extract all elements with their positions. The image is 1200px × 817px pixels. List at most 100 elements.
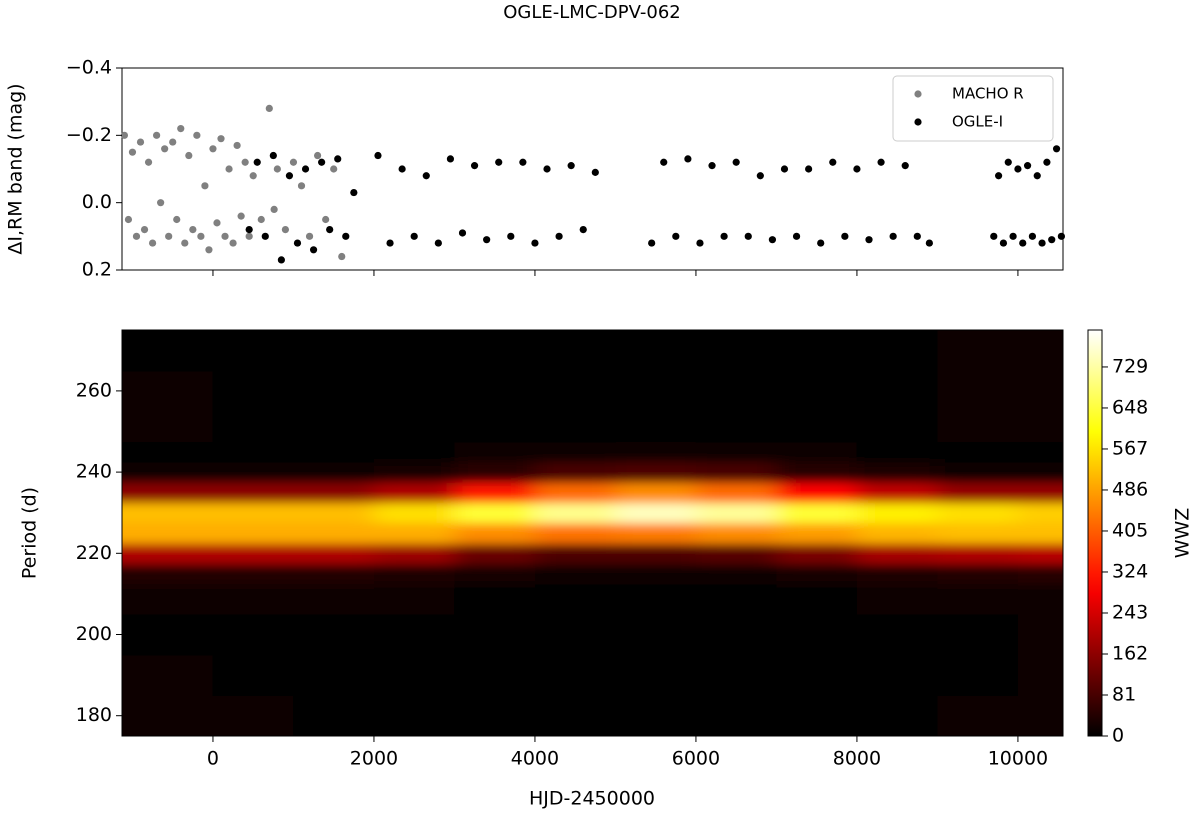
heatmap-cell <box>293 461 375 483</box>
data-point <box>817 239 825 247</box>
data-point <box>261 232 269 240</box>
y-tick-label: 220 <box>76 542 112 564</box>
heatmap-cell <box>615 563 697 585</box>
data-point <box>531 239 539 247</box>
heatmap-cell <box>776 654 858 696</box>
data-point <box>157 199 165 207</box>
data-point <box>434 239 442 247</box>
heatmap-cell <box>1017 543 1063 564</box>
heatmap-cell <box>615 370 697 412</box>
heatmap-cell <box>122 522 214 544</box>
data-point <box>567 162 575 170</box>
colorbar-tick-label: 405 <box>1112 519 1148 541</box>
x-tick-label: 4000 <box>511 748 559 770</box>
heatmap-cell <box>615 411 697 443</box>
heatmap-cell <box>695 695 777 736</box>
heatmap-cell <box>293 482 375 504</box>
heatmap-cell <box>212 543 294 564</box>
heatmap-cell <box>615 583 697 615</box>
data-point <box>999 239 1008 247</box>
data-point <box>128 148 137 156</box>
heatmap-cell <box>695 563 777 585</box>
heatmap-cell <box>856 482 938 504</box>
heatmap-cell <box>937 583 1019 615</box>
data-point <box>197 232 205 240</box>
data-point <box>841 232 849 240</box>
heatmap-cell <box>856 461 938 483</box>
heatmap-cell <box>122 614 214 656</box>
heatmap-cell <box>615 461 697 483</box>
heatmap-cell <box>695 461 777 483</box>
heatmap-cell <box>695 522 777 544</box>
heatmap-cell <box>212 522 294 544</box>
heatmap-cell <box>373 543 455 564</box>
data-point <box>1019 239 1027 247</box>
data-point <box>410 232 418 240</box>
heatmap-cell <box>1017 654 1063 696</box>
heatmap-cell <box>1017 583 1063 615</box>
heatmap-cell <box>122 563 214 585</box>
data-point <box>330 165 338 173</box>
data-point <box>805 165 813 173</box>
data-point <box>293 239 302 247</box>
data-point <box>189 226 197 234</box>
data-point <box>213 219 221 227</box>
heatmap-cell <box>373 583 455 615</box>
heatmap-cell <box>856 654 938 696</box>
data-point <box>995 172 1003 180</box>
heatmap-cell <box>534 695 616 736</box>
data-point <box>338 252 346 261</box>
heatmap-cell <box>454 461 536 483</box>
heatmap-cell <box>122 502 214 524</box>
heatmap-cell <box>1017 502 1063 524</box>
heatmap-cell <box>122 583 214 615</box>
heatmap-cell <box>856 583 938 615</box>
data-point <box>672 232 680 240</box>
data-point <box>144 158 153 166</box>
plot-frame <box>121 67 1064 271</box>
heatmap-cell <box>373 482 455 504</box>
y-tick-label: 260 <box>76 379 112 401</box>
data-point <box>277 256 285 264</box>
heatmap-cell <box>212 583 294 615</box>
heatmap-cell <box>615 695 697 736</box>
heatmap-area <box>122 330 1063 736</box>
y-tick-label: 240 <box>76 461 112 483</box>
data-point <box>153 131 161 139</box>
heatmap-cell <box>695 543 777 564</box>
data-point <box>446 155 455 163</box>
heatmap-cell <box>534 583 616 615</box>
data-point <box>877 158 885 166</box>
data-point <box>1043 158 1051 166</box>
heatmap-cell <box>373 370 455 412</box>
heatmap-cell <box>373 654 455 696</box>
data-point <box>495 158 503 166</box>
data-point <box>579 226 587 234</box>
colorbar-tick-label: 81 <box>1112 683 1136 705</box>
heatmap-cell <box>373 461 455 483</box>
data-point <box>386 239 394 247</box>
data-point <box>1052 145 1061 153</box>
heatmap-cell <box>534 543 616 564</box>
x-tick-label: 10000 <box>988 748 1048 770</box>
heatmap-cell <box>534 563 616 585</box>
colorbar-tick-label: 0 <box>1112 725 1124 747</box>
data-point <box>1009 232 1017 240</box>
heatmap-cell <box>937 482 1019 504</box>
data-point <box>334 155 342 163</box>
heatmap-cells <box>122 330 1063 736</box>
data-point <box>925 239 933 247</box>
data-point <box>483 236 491 244</box>
heatmap-cell <box>776 370 858 412</box>
heatmap-cell <box>293 441 375 463</box>
heatmap-cell <box>615 614 697 656</box>
data-point <box>314 151 322 160</box>
heatmap-cell <box>293 502 375 524</box>
data-point <box>193 131 201 139</box>
data-point <box>237 212 245 220</box>
heatmap-cell <box>293 370 375 412</box>
data-point <box>543 165 551 173</box>
data-point <box>201 182 209 190</box>
heatmap-cell <box>454 482 536 504</box>
